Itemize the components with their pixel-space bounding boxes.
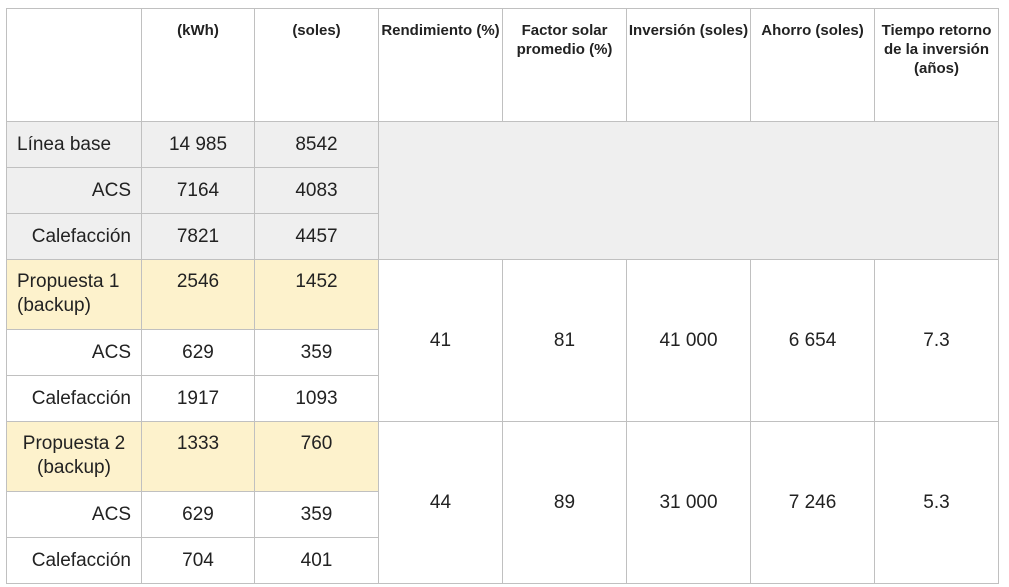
cell-kwh: 704 bbox=[141, 537, 255, 584]
energy-comparison-table: (kWh) (soles) Rendimiento (%) Factor sol… bbox=[6, 8, 999, 584]
header-factor-solar: Factor solar promedio (%) bbox=[502, 8, 627, 122]
table-row-p1-calefaccion: Calefacción 1917 1093 bbox=[6, 375, 999, 422]
row-label: ACS bbox=[6, 329, 142, 376]
empty-base-block bbox=[378, 121, 999, 260]
cell-soles: 8542 bbox=[254, 121, 379, 168]
cell-factor-solar: 89 bbox=[502, 421, 627, 584]
table-row-linea-base: Línea base 14 985 8542 bbox=[6, 121, 999, 260]
header-ahorro: Ahorro (soles) bbox=[750, 8, 875, 122]
cell-soles: 359 bbox=[254, 491, 379, 538]
cell-kwh: 7164 bbox=[141, 167, 255, 214]
cell-soles: 1093 bbox=[254, 375, 379, 422]
header-row: (kWh) (soles) Rendimiento (%) Factor sol… bbox=[6, 8, 999, 122]
table-row-p2-acs: ACS 629 359 bbox=[6, 491, 999, 538]
cell-tiempo-retorno: 7.3 bbox=[874, 259, 999, 422]
table-row-base-calefaccion: Calefacción 7821 4457 bbox=[6, 213, 999, 260]
cell-soles: 359 bbox=[254, 329, 379, 376]
cell-factor-solar: 81 bbox=[502, 259, 627, 422]
table-row-propuesta-2: Propuesta 2 (backup) 1333 760 44 89 31 0… bbox=[6, 421, 999, 584]
row-label: Calefacción bbox=[6, 537, 142, 584]
cell-kwh: 14 985 bbox=[141, 121, 255, 168]
cell-inversion: 41 000 bbox=[626, 259, 751, 422]
table-row-p1-acs: ACS 629 359 bbox=[6, 329, 999, 376]
cell-kwh: 7821 bbox=[141, 213, 255, 260]
header-tiempo-retorno: Tiempo retorno de la inversión (años) bbox=[874, 8, 999, 122]
table-row-base-acs: ACS 7164 4083 bbox=[6, 167, 999, 214]
row-label: Calefacción bbox=[6, 375, 142, 422]
cell-kwh: 629 bbox=[141, 329, 255, 376]
row-label: ACS bbox=[6, 491, 142, 538]
cell-rendimiento: 41 bbox=[378, 259, 503, 422]
header-kwh: (kWh) bbox=[141, 8, 255, 122]
cell-soles: 760 bbox=[254, 421, 379, 492]
cell-ahorro: 7 246 bbox=[750, 421, 875, 584]
cell-kwh: 1333 bbox=[141, 421, 255, 492]
header-label bbox=[6, 8, 142, 122]
row-label: Calefacción bbox=[6, 213, 142, 260]
cell-kwh: 2546 bbox=[141, 259, 255, 330]
row-label: Propuesta 1 (backup) bbox=[6, 259, 142, 330]
cell-soles: 4083 bbox=[254, 167, 379, 214]
cell-kwh: 1917 bbox=[141, 375, 255, 422]
table-row-propuesta-1: Propuesta 1 (backup) 2546 1452 41 81 41 … bbox=[6, 259, 999, 422]
row-label: Propuesta 2 (backup) bbox=[6, 421, 142, 492]
table-row-p2-calefaccion: Calefacción 704 401 bbox=[6, 537, 999, 584]
cell-soles: 401 bbox=[254, 537, 379, 584]
cell-ahorro: 6 654 bbox=[750, 259, 875, 422]
header-inversion: Inversión (soles) bbox=[626, 8, 751, 122]
cell-rendimiento: 44 bbox=[378, 421, 503, 584]
cell-inversion: 31 000 bbox=[626, 421, 751, 584]
cell-soles: 1452 bbox=[254, 259, 379, 330]
row-label: ACS bbox=[6, 167, 142, 214]
header-soles: (soles) bbox=[254, 8, 379, 122]
cell-tiempo-retorno: 5.3 bbox=[874, 421, 999, 584]
row-label: Línea base bbox=[6, 121, 142, 168]
header-rendimiento: Rendimiento (%) bbox=[378, 8, 503, 122]
cell-kwh: 629 bbox=[141, 491, 255, 538]
cell-soles: 4457 bbox=[254, 213, 379, 260]
